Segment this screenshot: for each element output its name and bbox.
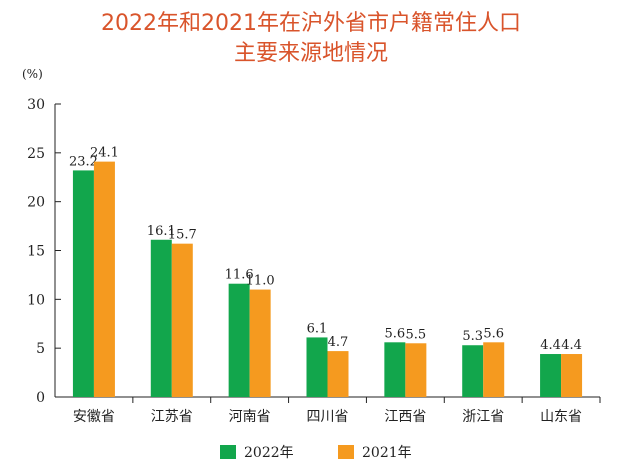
- bar-series-1: [384, 342, 406, 397]
- bar-series-1: [72, 170, 94, 397]
- y-tick-label: 30: [27, 97, 45, 113]
- chart-title-line-1: 2022年和2021年在沪外省市户籍常住人口: [101, 11, 521, 36]
- x-category-label: 河南省: [229, 409, 271, 425]
- data-label: 24.1: [90, 146, 119, 161]
- x-category-label: 安徽省: [73, 409, 115, 425]
- x-category-label: 山东省: [540, 409, 582, 425]
- bars: 23.224.116.115.711.611.06.14.75.6 5.5 5.3 5…: [69, 146, 583, 397]
- data-label: 5.6: [483, 326, 504, 341]
- x-category-label: 四川省: [307, 409, 349, 425]
- data-label: 6.1: [307, 321, 328, 336]
- bar-series-2: [327, 351, 349, 397]
- bar-series-2: [483, 342, 505, 397]
- bar-series-2: [171, 243, 193, 397]
- y-axis-unit: (%): [22, 67, 43, 81]
- data-label: 5.5: [406, 327, 427, 342]
- y-tick-label: 15: [27, 244, 45, 260]
- data-label: 15.7: [168, 228, 197, 243]
- data-label: 4.7: [328, 335, 349, 350]
- bar-series-2: [93, 161, 115, 397]
- data-label: 4.4: [561, 338, 582, 353]
- chart-title-line-2: 主要来源地情况: [234, 41, 388, 66]
- data-label: 23.2: [69, 154, 98, 169]
- y-tick-label: 25: [27, 146, 45, 162]
- bar-series-1: [540, 354, 562, 397]
- bar-series-1: [228, 283, 250, 397]
- legend-label: 2022年: [244, 445, 294, 461]
- legend-swatch: [220, 445, 236, 459]
- data-label: 5.6: [385, 326, 406, 341]
- bar-series-2: [249, 289, 271, 397]
- y-tick-label: 0: [36, 390, 45, 406]
- legend-swatch: [338, 445, 354, 459]
- axes: 0 5 10 15 20 25 30 安徽省 江苏省 河南省 四川省 江西省 浙江省 山东省: [27, 97, 601, 425]
- data-label: 11.6: [225, 268, 254, 283]
- data-label: 5.3: [462, 329, 483, 344]
- bar-series-2: [405, 343, 427, 397]
- bar-series-1: [150, 239, 172, 397]
- x-category-label: 江西省: [384, 409, 426, 425]
- bar-series-2: [561, 354, 583, 397]
- data-label: 11.0: [246, 274, 275, 289]
- y-tick-label: 5: [36, 341, 45, 357]
- y-tick-label: 20: [27, 195, 45, 211]
- legend: 2022年 2021年: [220, 445, 412, 461]
- y-tick-label: 10: [27, 292, 45, 308]
- data-label: 4.4: [540, 338, 561, 353]
- x-category-label: 浙江省: [462, 409, 504, 425]
- data-label: 16.1: [147, 224, 176, 239]
- x-category-label: 江苏省: [151, 409, 193, 425]
- legend-label: 2021年: [362, 445, 412, 461]
- bar-series-1: [306, 337, 328, 397]
- bar-series-1: [462, 345, 484, 397]
